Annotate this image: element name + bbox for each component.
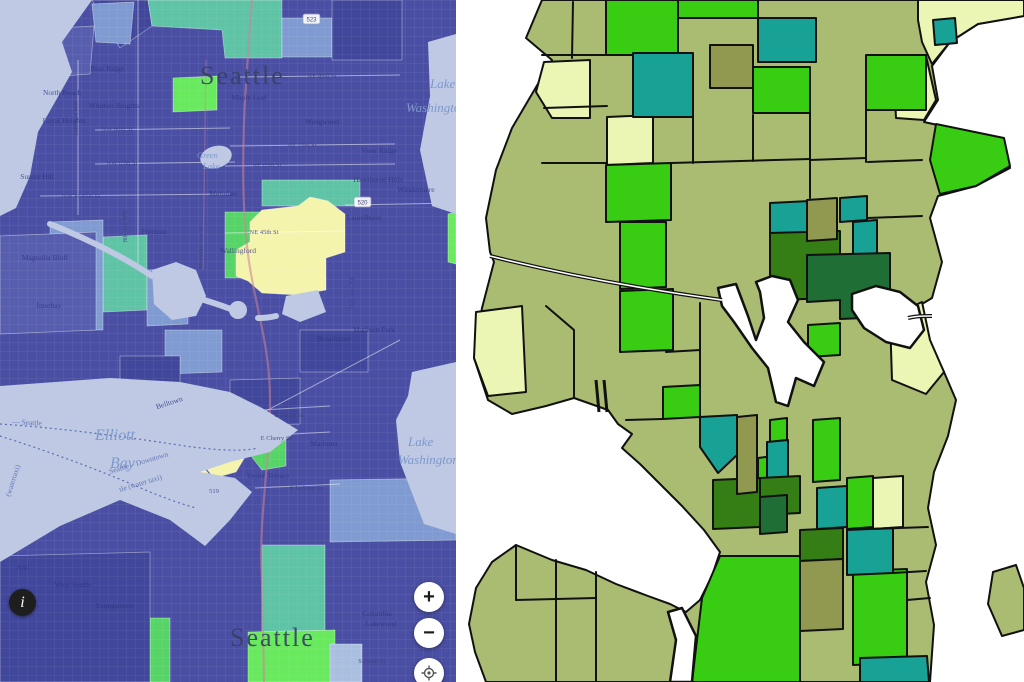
ferry-route-label: — Seattle — [11, 417, 43, 428]
neighborhood-label: Blue Ridge — [90, 64, 125, 73]
lake-washington-label-bottom: Lake — [407, 434, 434, 449]
elliott-bay-label: Elliott — [94, 427, 136, 444]
neighborhood-label: Alki — [16, 563, 29, 572]
left-map-canvas[interactable]: Seattle Seattle Elliott Bay Lake Washing… — [0, 0, 456, 682]
info-button[interactable]: i — [9, 589, 36, 616]
neighborhood-label: North Beach — [43, 88, 81, 97]
highway-shield-523: 523 — [302, 13, 321, 25]
target-icon — [421, 665, 437, 681]
right-map-canvas — [468, 0, 1024, 682]
neighborhood-label: Maple Leaf — [232, 93, 267, 102]
neighborhood-label: West Seattle — [54, 580, 92, 589]
portage-union-bay — [850, 284, 926, 350]
neighborhood-label: Yesler Terrace — [247, 471, 291, 480]
tract-fills — [473, 0, 1024, 682]
neighborhood-label: Wedgwood — [305, 117, 339, 126]
street-label: NW 65th St — [107, 160, 138, 167]
neighborhood-label: Wallingford — [220, 246, 256, 255]
lake-union — [716, 274, 826, 408]
duwamish-waterway — [666, 606, 698, 682]
svg-text:523: 523 — [306, 18, 317, 24]
street-label: E Cherry St — [261, 435, 292, 442]
street-label: E Union St — [275, 412, 304, 419]
smith-cove-piers — [594, 379, 609, 413]
neighborhood-label: Madison Park — [353, 325, 395, 334]
highway-shield-520: 520 — [353, 196, 372, 208]
street-label: NE 95th St — [308, 73, 337, 80]
neighborhood-label: Lakewood — [365, 619, 397, 628]
info-icon: i — [20, 593, 25, 611]
neighborhood-label: View Ridge — [361, 146, 397, 155]
neighborhood-label: Loyal Heights — [43, 116, 86, 125]
street-label: Meridian Ave N — [198, 227, 205, 269]
neighborhood-label: Broadmoor — [317, 334, 352, 343]
city-label-south: Seattle — [230, 623, 315, 652]
svg-text:520: 520 — [357, 201, 368, 207]
street-label: NE 75th St — [288, 142, 317, 149]
neighborhood-label: Interbay — [37, 301, 62, 310]
neighborhood-label: Madrona — [310, 439, 338, 448]
zoom-in-button[interactable]: + — [414, 582, 444, 612]
ferry-routes — [0, 423, 259, 509]
street-label: 519 — [209, 488, 219, 495]
svg-text:Washington: Washington — [398, 452, 456, 467]
neighborhood-label: Hawthorne Hills — [353, 175, 403, 184]
water-bodies — [0, 0, 456, 562]
lake-washington-label-top: Lake — [429, 76, 456, 91]
plus-icon: + — [423, 585, 435, 608]
neighborhood-label: Sunset Hill — [20, 172, 54, 181]
tract-borders — [515, 1, 931, 682]
geolocate-button[interactable] — [414, 658, 444, 682]
choropleth-map-panel — [456, 0, 1024, 682]
green-lake-label: Green — [197, 150, 218, 160]
neighborhood-label: Columbia — [362, 609, 392, 618]
street-label: NE 65th St — [253, 162, 282, 169]
street-label: NW 80th St — [102, 126, 133, 133]
neighborhood-label: Fremont — [141, 227, 167, 236]
city-label-north: Seattle — [200, 61, 285, 90]
street-grid — [0, 0, 456, 682]
svg-text:Washington: Washington — [406, 100, 456, 115]
street-label: S Orcas St — [358, 658, 386, 665]
neighborhood-label: Magnolia Bluff — [22, 253, 69, 262]
street-label: 8th Ave NW — [122, 209, 129, 242]
neighborhood-label: Meridian — [209, 189, 237, 198]
minus-icon: − — [423, 621, 435, 644]
street-label: NE 45th St — [250, 229, 279, 236]
street-label: S Jackson St — [290, 485, 323, 492]
interactive-map-panel[interactable]: Seattle Seattle Elliott Bay Lake Washing… — [0, 0, 456, 682]
street-label: 15th Ave NW — [73, 99, 80, 135]
island-tract — [987, 564, 1024, 637]
neighborhood-label: Windermere — [397, 185, 435, 194]
neighborhood-label: Laurelhurst — [347, 213, 382, 222]
zoom-out-button[interactable]: − — [414, 618, 444, 648]
street-label: NW Market St — [62, 193, 100, 200]
neighborhood-label: Whittier Heights — [89, 101, 139, 110]
neighborhood-label: Youngstown — [95, 601, 133, 610]
svg-text:Bay: Bay — [110, 455, 136, 472]
street-label: 35th Ave NE — [349, 276, 356, 309]
svg-text:Lake: Lake — [202, 161, 220, 171]
water-features — [489, 254, 933, 682]
